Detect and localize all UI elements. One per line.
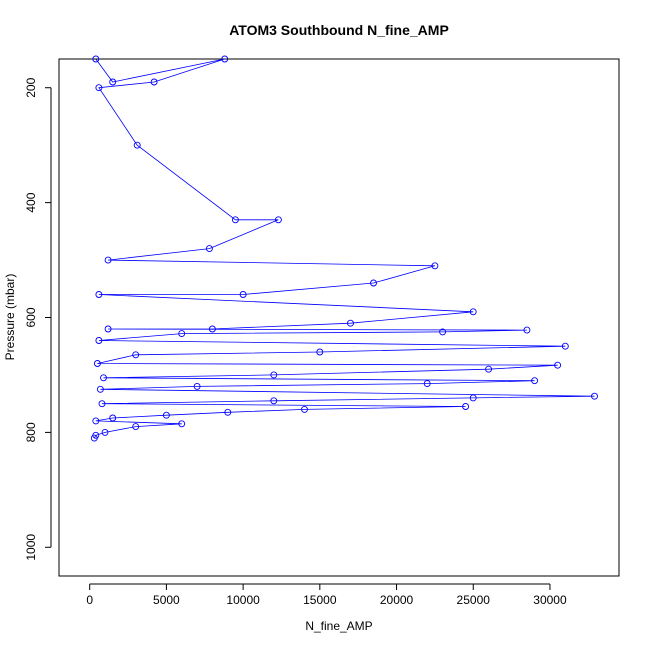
x-tick-label: 15000 xyxy=(303,593,337,607)
y-axis-label: Pressure (mbar) xyxy=(3,274,17,361)
data-point xyxy=(205,245,213,253)
data-point xyxy=(150,78,158,86)
data-point xyxy=(92,417,100,425)
y-tick-label: 800 xyxy=(24,422,38,442)
data-point xyxy=(591,392,598,400)
data-point xyxy=(96,385,104,393)
data-point xyxy=(95,337,103,344)
chart-title: ATOM3 Southbound N_fine_AMP xyxy=(229,22,449,38)
data-point xyxy=(178,330,186,338)
data-point xyxy=(531,377,539,385)
data-point xyxy=(274,216,282,224)
y-axis: 200 400 600 800 1000 xyxy=(24,77,52,561)
data-point xyxy=(554,361,562,369)
data-point xyxy=(224,408,232,416)
data-point xyxy=(469,308,477,316)
x-tick-label: 0 xyxy=(86,593,93,607)
data-point xyxy=(193,382,201,390)
data-point xyxy=(301,405,308,413)
data-point xyxy=(208,325,216,333)
y-tick-label: 400 xyxy=(24,192,38,212)
data-point xyxy=(221,55,229,63)
data-point xyxy=(95,291,103,298)
data-point xyxy=(347,319,354,327)
data-point xyxy=(92,55,100,63)
data-point xyxy=(95,84,103,92)
data-point xyxy=(93,360,101,367)
plot-frame xyxy=(58,58,620,577)
data-point xyxy=(133,141,141,149)
data-point xyxy=(104,325,112,333)
data-point xyxy=(370,279,377,287)
data-point xyxy=(90,434,98,442)
data-point xyxy=(270,371,278,379)
x-tick-label: 20000 xyxy=(380,593,414,607)
data-point xyxy=(109,78,117,86)
x-tick-label: 25000 xyxy=(457,593,491,607)
data-point xyxy=(423,380,431,388)
data-point xyxy=(439,328,447,336)
data-point xyxy=(469,394,477,402)
data-point xyxy=(178,420,186,428)
data-point xyxy=(462,403,470,410)
data-point xyxy=(132,423,140,431)
data-point xyxy=(162,411,170,419)
plot-area xyxy=(90,55,598,442)
x-tick-label: 5000 xyxy=(153,593,180,607)
data-point xyxy=(100,374,107,382)
data-point xyxy=(561,342,569,350)
data-point xyxy=(270,397,278,405)
data-point xyxy=(132,351,140,359)
data-point xyxy=(485,365,493,373)
y-tick-label: 600 xyxy=(24,307,38,327)
data-point xyxy=(98,400,106,408)
data-point xyxy=(231,216,239,224)
data-point xyxy=(101,428,109,436)
series-line xyxy=(93,58,595,439)
x-tick-label: 10000 xyxy=(226,593,260,607)
data-point xyxy=(239,291,247,298)
data-point xyxy=(523,326,531,334)
x-tick-label: 30000 xyxy=(533,593,567,607)
y-tick-label: 1000 xyxy=(24,534,38,561)
x-axis-label: N_fine_AMP xyxy=(305,619,372,633)
data-point xyxy=(104,256,112,264)
x-axis: 0 5000 10000 15000 20000 25000 30000 xyxy=(86,583,567,607)
data-point xyxy=(431,262,439,270)
y-tick-label: 200 xyxy=(24,77,38,97)
data-point xyxy=(316,348,324,356)
data-point xyxy=(109,414,117,422)
